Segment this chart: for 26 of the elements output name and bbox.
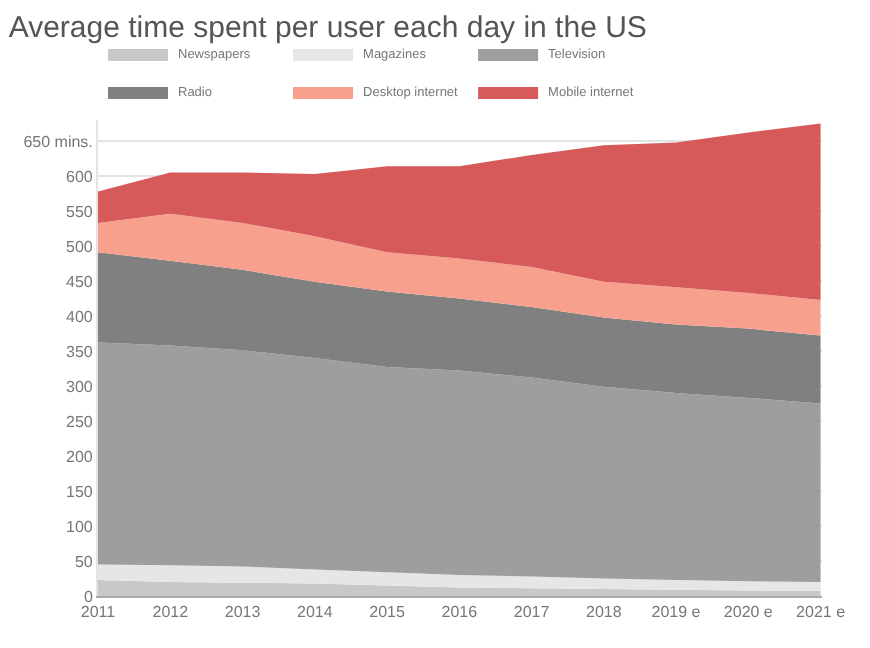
y-tick-label: 450 [66, 272, 94, 291]
x-tick-label: 2012 [152, 603, 190, 622]
y-tick-label: 150 [66, 482, 94, 501]
x-tick-label: 2015 [369, 603, 406, 622]
x-tick-label: 2020 e [723, 603, 774, 622]
y-tick-label: 300 [66, 377, 94, 396]
y-tick-label: 500 [66, 237, 94, 256]
x-tick-label: 2021 e [796, 603, 847, 622]
chart-title: Average time spent per user each day in the US [8, 11, 647, 46]
x-tick-label: 2013 [224, 603, 262, 622]
y-tick-label: 100 [66, 517, 94, 536]
x-tick-label: 2019 e [651, 603, 702, 622]
x-tick-label: 2014 [296, 603, 334, 622]
y-tick-label: 650 mins. [23, 132, 93, 151]
y-tick-label: 550 [66, 202, 94, 221]
y-tick-label: 250 [66, 412, 94, 431]
x-tick-label: 2011 [80, 603, 117, 622]
y-tick-label: 350 [66, 342, 94, 361]
x-tick-label: 2016 [441, 603, 479, 622]
y-tick-label: 400 [66, 307, 94, 326]
y-tick-label: 200 [66, 447, 94, 466]
y-tick-label: 50 [74, 552, 94, 571]
y-tick-label: 0 [83, 587, 94, 606]
x-tick-label: 2017 [513, 603, 551, 622]
x-tick-label: 2018 [585, 603, 623, 622]
y-tick-label: 600 [66, 167, 94, 186]
